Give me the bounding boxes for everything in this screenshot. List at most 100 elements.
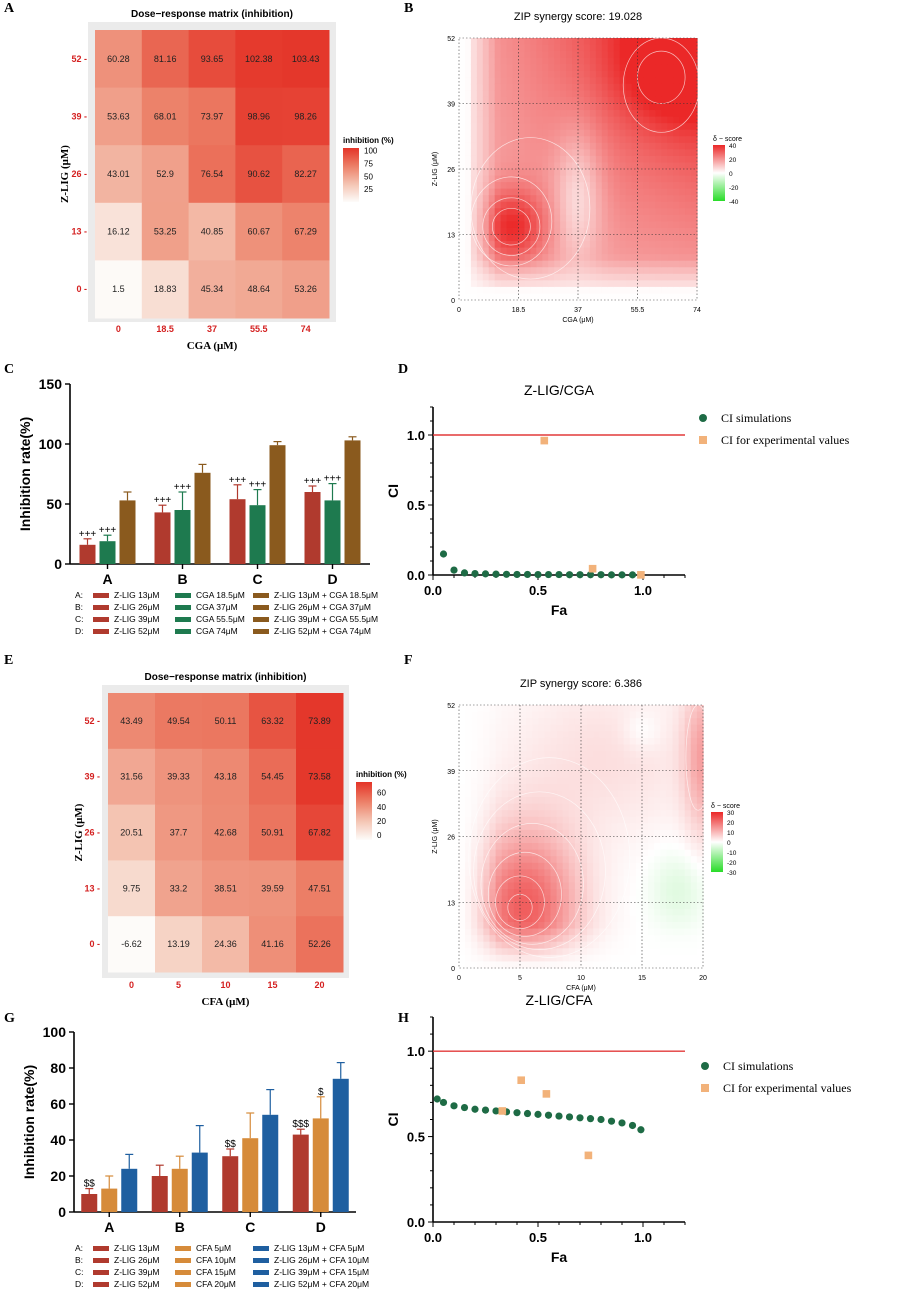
- synergy-cell: [667, 208, 674, 216]
- synergy-cell: [605, 895, 613, 903]
- synergy-cell: [459, 875, 466, 884]
- synergy-cell: [471, 961, 478, 969]
- synergy-cell: [685, 273, 692, 281]
- synergy-cell: [654, 744, 661, 752]
- synergy-cell: [459, 935, 466, 943]
- synergy-cell: [524, 169, 531, 177]
- synergy-cell: [611, 875, 619, 884]
- synergy-cell: [661, 208, 668, 216]
- synergy-cell: [642, 764, 649, 772]
- synergy-cell: [583, 221, 591, 229]
- synergy-cell: [574, 770, 582, 778]
- synergy-cell: [518, 234, 526, 242]
- synergy-cell: [500, 169, 508, 177]
- synergy-cell: [696, 744, 704, 752]
- synergy-cell: [655, 155, 662, 164]
- synergy-cell: [583, 149, 591, 157]
- synergy-cell: [494, 129, 502, 137]
- synergy-cell: [631, 103, 639, 111]
- synergy-cell: [655, 188, 662, 196]
- synergy-cell: [583, 247, 591, 255]
- synergy-cell: [578, 96, 585, 105]
- synergy-cell: [629, 783, 637, 792]
- legend-tick-label: 50: [364, 172, 373, 181]
- synergy-cell: [691, 234, 698, 242]
- bar: [174, 510, 191, 564]
- synergy-cell: [611, 921, 619, 930]
- synergy-cell: [635, 737, 643, 746]
- synergy-cell: [655, 44, 662, 52]
- synergy-cell: [566, 90, 573, 98]
- synergy-cell: [566, 96, 573, 105]
- synergy-cell: [554, 188, 561, 196]
- synergy-cell: [649, 44, 656, 52]
- synergy-cell: [660, 908, 667, 916]
- synergy-cell: [678, 783, 686, 792]
- synergy-cell: [578, 208, 585, 216]
- legend-swatch: [253, 1282, 269, 1287]
- ci-point: [513, 1109, 521, 1117]
- synergy-cell: [691, 90, 698, 98]
- synergy-cell: [513, 810, 521, 818]
- synergy-cell: [566, 116, 573, 124]
- synergy-cell: [482, 90, 490, 98]
- synergy-cell: [520, 711, 527, 719]
- synergy-cell: [471, 935, 478, 943]
- synergy-cell: [578, 136, 585, 144]
- synergy-cell: [607, 142, 615, 150]
- synergy-cell: [554, 38, 561, 46]
- synergy-cell: [611, 961, 619, 969]
- synergy-cell: [607, 149, 615, 157]
- synergy-cell: [538, 711, 545, 719]
- synergy-cell: [649, 286, 656, 295]
- synergy-cell: [654, 790, 661, 798]
- synergy-cell: [684, 711, 692, 719]
- synergy-cell: [629, 764, 637, 772]
- synergy-cell: [601, 155, 609, 164]
- heatmap-cell: [202, 916, 250, 973]
- significance-mark: $$: [225, 1139, 237, 1150]
- synergy-cell: [544, 935, 552, 943]
- synergy-cell: [691, 273, 698, 281]
- synergy-cell: [685, 44, 692, 52]
- y-tick-label: 13: [447, 900, 455, 907]
- synergy-cell: [512, 280, 520, 288]
- synergy-cell: [459, 862, 466, 870]
- synergy-cell: [470, 169, 478, 177]
- synergy-cell: [623, 895, 631, 903]
- synergy-cell: [625, 162, 633, 170]
- synergy-cell: [637, 247, 645, 255]
- synergy-cell: [500, 96, 508, 105]
- synergy-cell: [690, 928, 698, 936]
- synergy-cell: [593, 764, 600, 772]
- synergy-cell: [691, 110, 698, 118]
- synergy-cell: [471, 843, 478, 851]
- synergy-cell: [489, 928, 497, 936]
- synergy-cell: [667, 182, 674, 190]
- synergy-cell: [667, 142, 674, 150]
- synergy-cell: [520, 843, 527, 851]
- synergy-cell: [459, 83, 466, 91]
- synergy-cell: [691, 155, 698, 164]
- synergy-cell: [607, 155, 615, 164]
- synergy-cell: [550, 764, 558, 772]
- synergy-cell: [483, 882, 491, 890]
- synergy-cell: [476, 38, 484, 46]
- synergy-cell: [574, 948, 582, 956]
- synergy-cell: [587, 757, 594, 765]
- synergy-cell: [685, 247, 692, 255]
- synergy-cell: [587, 935, 594, 943]
- cell-value: 42.68: [214, 828, 237, 838]
- synergy-cell: [568, 875, 576, 884]
- synergy-cell: [666, 869, 674, 877]
- synergy-cell: [459, 116, 466, 124]
- synergy-cell: [548, 234, 555, 242]
- synergy-cell: [518, 136, 526, 144]
- synergy-cell: [678, 954, 686, 963]
- synergy-cell: [685, 64, 692, 72]
- synergy-cell: [556, 770, 564, 778]
- synergy-cell: [477, 803, 484, 811]
- synergy-cell: [642, 849, 649, 857]
- heatmap-cell: [108, 748, 156, 806]
